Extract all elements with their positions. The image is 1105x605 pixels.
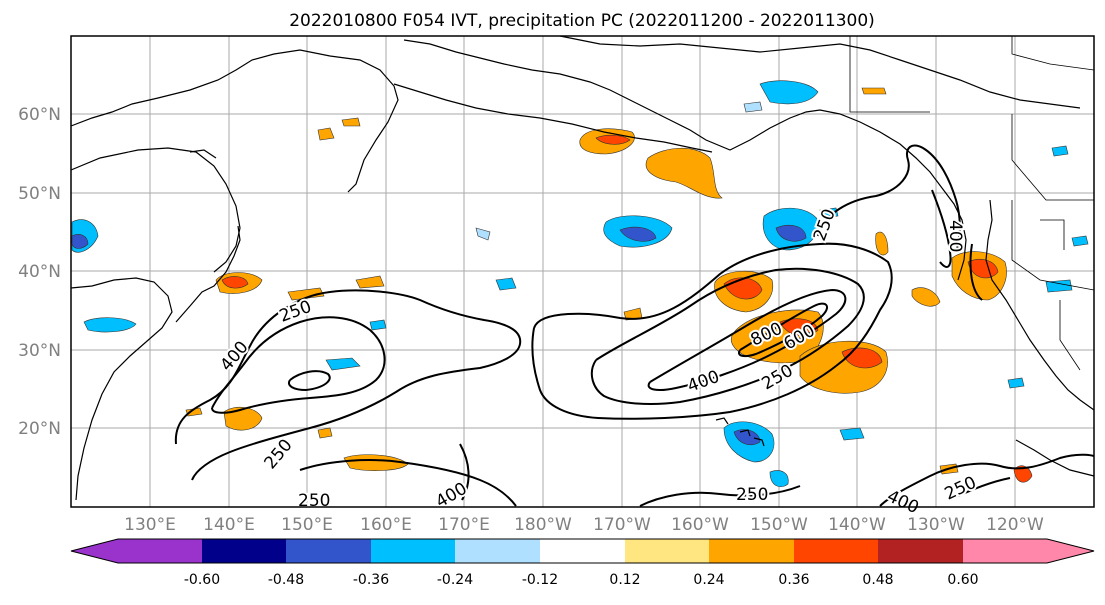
lon-label: 130°E: [124, 515, 176, 535]
lon-label: 160°W: [671, 515, 729, 535]
lon-label: 130°W: [907, 515, 965, 535]
figure-title: 2022010800 F054 IVT, precipitation PC (2…: [289, 11, 875, 31]
ivt-contour-250-north: [817, 144, 961, 253]
contour-label: 250: [298, 491, 330, 511]
lat-label: 60°N: [18, 105, 61, 125]
colorbar-segment: [878, 539, 963, 563]
map-frame: [70, 35, 1095, 508]
colorbar-tick-label: 0.48: [862, 572, 893, 588]
colorbar-segment: [963, 539, 1047, 563]
ivt-contour-250-se: [639, 485, 801, 507]
latitude-labels: 60°N 50°N 40°N 30°N 20°N: [18, 105, 61, 439]
coastline-hawaii: [715, 417, 765, 447]
colorbar-segment: [118, 539, 202, 563]
colorbar-segment: [202, 539, 286, 563]
lon-label: 170°W: [593, 515, 651, 535]
colorbar-segment: [709, 539, 794, 563]
coastline-alaska: [403, 39, 967, 281]
lat-label: 50°N: [18, 184, 61, 204]
ivt-contours: [174, 144, 1095, 507]
lon-label: 140°W: [828, 515, 886, 535]
colorbar-segment: [286, 539, 371, 563]
coastline-japan: [175, 225, 241, 323]
colorbar-segment: [540, 539, 625, 563]
colorbar-tick-label: 0.24: [693, 572, 724, 588]
coastline-asia: [70, 49, 399, 193]
precip-negative-region: [83, 317, 137, 333]
contour-label: 400: [945, 220, 965, 252]
colorbar-outline: [70, 538, 1095, 564]
ivt-contour-800-east: [738, 302, 829, 358]
colorbar-extend-max: [1047, 539, 1094, 563]
ivt-contour-400-east: [590, 267, 865, 405]
precip-positive-region: [1013, 465, 1033, 483]
ivt-contour-250-west: [174, 289, 522, 481]
colorbar-tick-label: -0.24: [437, 572, 473, 588]
lon-label: 160°E: [360, 515, 412, 535]
colorbar-tick-label: 0.12: [609, 572, 640, 588]
colorbar-tick-label: 0.36: [778, 572, 809, 588]
lat-label: 30°N: [18, 341, 61, 361]
colorbar-tick-label: -0.48: [268, 572, 304, 588]
precip-positive-region: [645, 147, 723, 199]
colorbar-tick-label: -0.12: [522, 572, 558, 588]
lon-label: 170°E: [438, 515, 490, 535]
ivt-contour-600-east: [647, 288, 847, 391]
lon-label: 120°W: [986, 515, 1044, 535]
colorbar-tick-label: -0.60: [184, 572, 220, 588]
colorbar-segment: [455, 539, 540, 563]
lon-label: 150°W: [750, 515, 808, 535]
colorbar-tick-label: -0.36: [353, 572, 389, 588]
coastlines: [70, 35, 1095, 501]
colorbar-tick-label: 0.60: [947, 572, 978, 588]
precip-field: [71, 80, 1089, 487]
colorbar-segments: [71, 539, 1094, 563]
ivt-contour-400-north: [931, 189, 952, 268]
precip-positive-region: [911, 287, 941, 307]
longitude-labels: 130°E 140°E 150°E 160°E 170°E 180°W 170°…: [124, 515, 1044, 535]
lon-label: 140°E: [203, 515, 255, 535]
map-panel: 250 400 250 250 400 400 800 600 250 250 …: [70, 35, 1095, 520]
contour-label: 250: [736, 485, 768, 505]
lat-label: 20°N: [18, 419, 61, 439]
colorbar-segment: [625, 539, 709, 563]
ivt-contour-250-east: [531, 242, 893, 420]
coastline-aleutians: [393, 83, 713, 153]
lon-label: 150°E: [281, 515, 333, 535]
lat-label: 40°N: [18, 262, 61, 282]
colorbar: -0.60 -0.48 -0.36 -0.24 -0.12 0.12 0.24 …: [70, 538, 1095, 588]
colorbar-segment: [794, 539, 878, 563]
coastline-north-america: [985, 199, 1095, 411]
ivt-contour-400-west: [211, 316, 386, 414]
precip-negative-region: [759, 80, 819, 105]
precip-positive-region: [223, 406, 263, 431]
borders: [849, 36, 1095, 371]
lon-label: 180°W: [514, 515, 572, 535]
precip-positive-region: [799, 340, 888, 394]
colorbar-extend-min: [71, 539, 118, 563]
gridlines: [71, 36, 1094, 507]
colorbar-segment: [371, 539, 455, 563]
ivt-contour-250-south: [299, 459, 517, 507]
precip-positive-region: [875, 231, 889, 256]
colorbar-tick-labels: -0.60 -0.48 -0.36 -0.24 -0.12 0.12 0.24 …: [184, 572, 979, 588]
